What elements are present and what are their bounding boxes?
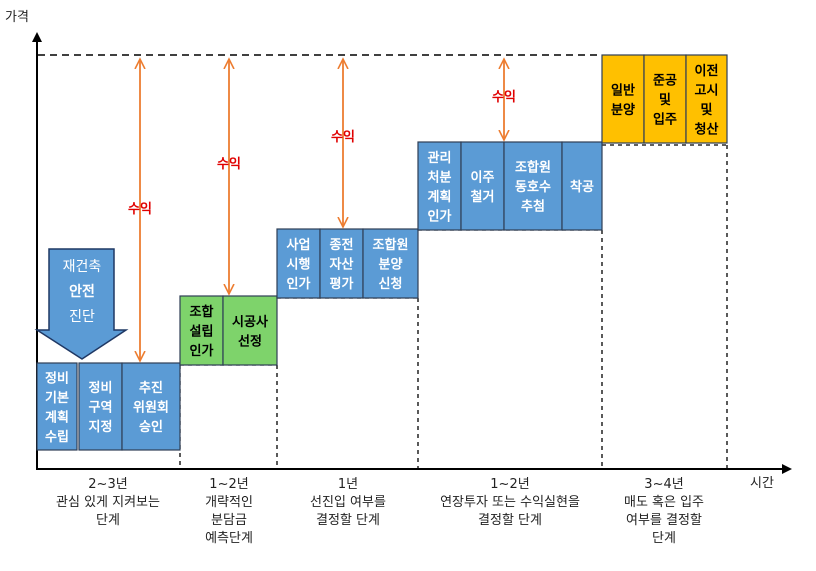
step-label-line: 추진: [139, 380, 163, 396]
phase-duration: 3~4년: [644, 477, 684, 492]
phase-duration: 1~2년: [209, 477, 249, 492]
step-label-line: 인가: [190, 343, 214, 359]
step-label-line: 정비: [45, 370, 69, 386]
step-label-line: 처분: [428, 169, 452, 185]
phase-duration: 2~3년: [88, 477, 128, 492]
phase-description: 관심 있게 지켜보는 단계: [56, 495, 160, 528]
step-label-line: 선정: [238, 333, 262, 349]
step-label-line: 분양: [611, 103, 635, 118]
step-label-line: 사업: [287, 237, 311, 253]
process-step: 착공: [561, 141, 603, 231]
profit-label: 수익: [128, 201, 152, 217]
phase-label-4: 1~2년 연장투자 또는 수익실현을 결정할 단계: [440, 476, 580, 530]
phase-description: 선진입 여부를 결정할 단계: [310, 495, 386, 528]
step-label-line: 조합원: [373, 237, 409, 253]
step-label-line: 자산: [330, 257, 354, 273]
step-box: [362, 228, 419, 299]
phase-duration: 1년: [337, 477, 359, 492]
process-steps: 정비기본계획수립정비구역지정추진위원회승인조합설립인가시공사선정사업시행인가종전…: [36, 54, 728, 451]
step-box: [179, 295, 224, 366]
step-label-line: 고시: [695, 83, 719, 98]
profit-label: 수익: [217, 156, 241, 172]
phase-description: 연장투자 또는 수익실현을 결정할 단계: [440, 495, 580, 528]
phase-label-5: 3~4년 매도 혹은 입주 여부를 결정할 단계: [624, 476, 704, 548]
step-label-line: 위원회: [133, 400, 169, 416]
step-box: [222, 295, 278, 366]
step-label-line: 계획: [428, 189, 452, 205]
step-label-line: 조합: [190, 304, 214, 320]
step-box: [460, 141, 505, 231]
callout-shape: [34, 248, 129, 360]
step-box: [561, 141, 603, 231]
step-box: [319, 228, 364, 299]
step-label-line: 동호수: [515, 180, 551, 195]
step-label-line: 착공: [570, 179, 594, 195]
profit-label: 수익: [492, 89, 516, 105]
phase-description: 개략적인 분담금 예측단계: [205, 495, 253, 546]
y-axis-label: 가격: [5, 10, 29, 25]
step-label-line: 계획: [45, 409, 69, 425]
step-label-line: 및: [701, 103, 713, 118]
callout-line-2: 안전: [69, 283, 95, 300]
step-label-line: 관리: [428, 150, 452, 166]
phase-label-1: 2~3년 관심 있게 지켜보는 단계: [56, 476, 160, 530]
step-label-line: 시행: [287, 257, 311, 273]
step-label-line: 분양: [379, 258, 403, 273]
step-label-line: 인가: [287, 276, 311, 292]
step-box: [685, 54, 728, 144]
step-label-line: 입주: [653, 113, 677, 128]
step-label-line: 이주: [471, 169, 495, 185]
phase-description: 매도 혹은 입주 여부를 결정할 단계: [623, 495, 705, 546]
step-label-line: 청산: [695, 121, 719, 137]
step-label-line: 철거: [471, 189, 495, 205]
step-box: [78, 362, 123, 451]
step-label-line: 기본: [45, 391, 69, 406]
step-label-line: 인가: [428, 208, 452, 224]
step-label-line: 시공사: [232, 314, 268, 330]
step-label-line: 설립: [190, 325, 214, 340]
step-box: [601, 54, 645, 144]
step-box: [36, 362, 78, 451]
safety-inspection-callout: 재건축 안전 진단: [34, 248, 129, 360]
step-box: [417, 141, 462, 231]
step-box: [121, 362, 181, 451]
step-label-line: 승인: [139, 419, 163, 435]
step-label-line: 평가: [330, 276, 354, 292]
step-label-line: 종전: [330, 237, 354, 253]
phase-label-2: 1~2년 개략적인 분담금 예측단계: [205, 476, 253, 548]
step-label-line: 이전: [695, 63, 719, 79]
step-label-line: 구역: [89, 400, 113, 416]
callout-line-3: 진단: [69, 309, 95, 325]
profit-label: 수익: [331, 129, 355, 145]
step-label-line: 추첨: [521, 199, 545, 215]
step-label-line: 지정: [89, 419, 113, 435]
step-label-line: 일반: [611, 82, 635, 98]
step-label-line: 조합원: [515, 160, 551, 176]
phase-duration: 1~2년: [490, 477, 530, 492]
step-label-line: 수립: [45, 430, 69, 445]
step-label-line: 신청: [379, 276, 403, 292]
x-axis-label: 시간: [750, 476, 774, 491]
step-label-line: 정비: [89, 380, 113, 396]
phase-label-3: 1년 선진입 여부를 결정할 단계: [310, 476, 386, 530]
step-label-line: 및: [659, 93, 671, 108]
callout-line-1: 재건축: [63, 259, 102, 275]
step-label-line: 준공: [653, 74, 677, 89]
